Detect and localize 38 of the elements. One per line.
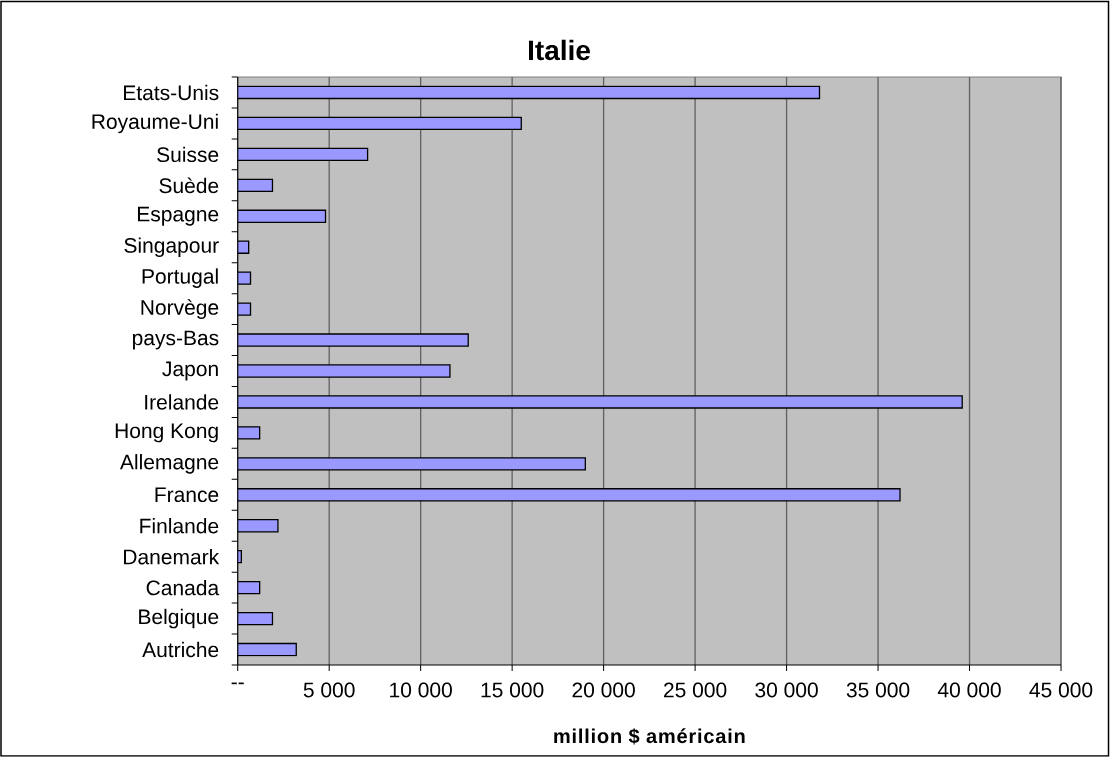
x-tick-label: 35 000 <box>846 682 910 698</box>
x-tick-label: 30 000 <box>755 682 818 698</box>
y-tick-label: Singapour <box>124 237 219 257</box>
bar <box>237 642 297 657</box>
x-tick-label: 15 000 <box>481 682 544 698</box>
x-axis-title: million $ américain <box>554 728 745 745</box>
y-tick-label: Danemark <box>124 548 220 565</box>
x-tick-label: 40 000 <box>937 682 1001 698</box>
chart-title: Italie <box>528 39 590 61</box>
bar <box>237 209 327 223</box>
x-tick-label: -- <box>231 682 244 685</box>
y-tick-label: Suède <box>159 177 219 194</box>
y-tick-label: Allemagne <box>119 454 219 474</box>
bar <box>237 147 369 162</box>
bar <box>237 457 586 471</box>
bar <box>237 116 522 131</box>
x-tick-label: 5 000 <box>303 682 355 698</box>
y-tick-label: pays-Bas <box>132 330 219 350</box>
y-tick-label: Japon <box>162 361 218 381</box>
y-tick-label: Norvège <box>141 299 219 320</box>
y-tick-label: Suisse <box>157 146 219 163</box>
y-tick-label: France <box>155 487 219 503</box>
x-tick-label: 10 000 <box>390 682 452 698</box>
y-tick-label: Portugal <box>142 268 218 288</box>
y-tick-label: Espagne <box>137 206 219 226</box>
y-tick-label: Etats-Unis <box>124 84 219 101</box>
x-tick-label: 20 000 <box>572 682 635 698</box>
y-tick-label: Hong Kong <box>115 423 218 443</box>
x-tick-label: 25 000 <box>664 682 727 698</box>
y-tick-label: Autriche <box>142 641 219 658</box>
bar <box>237 85 821 100</box>
y-tick-label: Finlande <box>140 518 219 534</box>
y-tick-label: Royaume-Uni <box>92 113 218 134</box>
y-tick-label: Belgique <box>139 608 219 629</box>
x-tick-label: 45 000 <box>1029 682 1093 698</box>
y-tick-label: Canada <box>146 579 220 596</box>
bar <box>237 488 901 502</box>
y-tick-label: Irelande <box>145 394 219 410</box>
